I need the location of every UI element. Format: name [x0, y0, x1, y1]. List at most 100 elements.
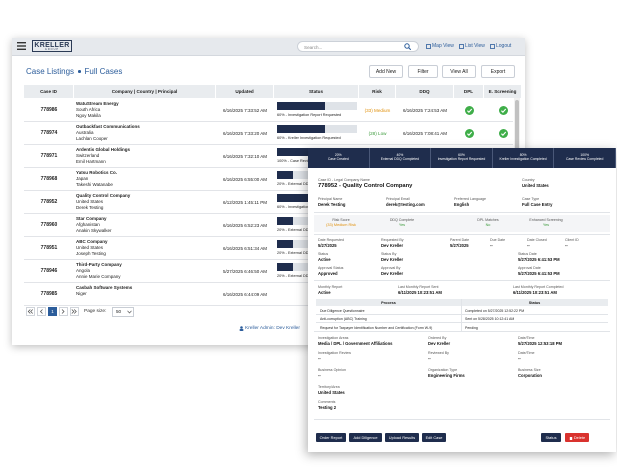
- step-percent: 80%: [519, 153, 527, 157]
- field-value: Full Case Entry: [522, 202, 553, 207]
- field-value: Engineering Firms: [428, 373, 465, 378]
- field-value: United States: [318, 390, 345, 395]
- toolbar-button[interactable]: Filter: [408, 65, 438, 78]
- detail-field: Date Requested 5/27/2025: [318, 238, 344, 248]
- search-placeholder: Search...: [304, 44, 323, 50]
- detail-field: Status By Dev Kreller: [381, 252, 403, 262]
- field-label: Principal Name: [318, 197, 343, 201]
- page-button[interactable]: [70, 307, 79, 316]
- field-value: 5/27/2025 6:41:53 PM: [518, 271, 560, 276]
- company-principal: Lachlan Cooper: [76, 136, 108, 141]
- toolbar-button[interactable]: Export: [481, 65, 515, 78]
- divider: [314, 212, 610, 213]
- indicator-band: [314, 215, 610, 232]
- action-button[interactable]: Delete: [565, 433, 589, 442]
- action-button[interactable]: Upload Results: [385, 433, 419, 442]
- updated: 6/16/2025 7:32:10 AM: [222, 153, 268, 159]
- company-name: Outbackfast Communications: [76, 124, 140, 129]
- column-header[interactable]: Risk: [359, 85, 396, 98]
- page-button[interactable]: [59, 307, 68, 316]
- progress-fill: [277, 240, 293, 248]
- detail-field: Principal Email derek@testing.com: [386, 197, 425, 207]
- field-value: Approved: [318, 271, 338, 276]
- table-row[interactable]: 778985 Casbah Software Systems Niger 6/16/2…: [24, 283, 513, 306]
- detail-field: Last Monthly Report Sent 6/11/2025 10:23:…: [398, 285, 442, 295]
- nav-icon-part: [459, 43, 464, 49]
- column-header[interactable]: Updated: [216, 85, 274, 98]
- field-value: Media / DPL / Government Affiliations: [318, 341, 393, 346]
- search-input[interactable]: Search...: [297, 41, 419, 52]
- page-size-select[interactable]: 50: [112, 306, 134, 317]
- field-value: --: [518, 356, 521, 361]
- process-cell: Pending: [465, 325, 478, 330]
- check-icon: [464, 129, 474, 138]
- field-value: English: [454, 202, 470, 207]
- company-cell: Outbackfast Communications Australia Lachl…: [76, 124, 214, 142]
- field-value: 5/27/2025: [450, 243, 469, 248]
- nav-link[interactable]: Map View: [432, 43, 454, 49]
- field-label: Territory/Area: [318, 385, 340, 389]
- field-value: 778952 - Quality Control Company: [318, 183, 413, 189]
- toolbar-button[interactable]: View All: [442, 65, 476, 78]
- case-id: 778946: [40, 268, 58, 274]
- field-label: Date/Time: [518, 336, 535, 340]
- nav-link[interactable]: Logout: [496, 43, 512, 49]
- company-country: Japan: [76, 176, 89, 181]
- detail-field: Investigation Areas Media / DPL / Governm…: [318, 336, 392, 346]
- field-label: Case Type: [522, 197, 540, 201]
- action-button[interactable]: Add Diligence: [349, 433, 382, 442]
- field-label: Last Monthly Report Completed: [513, 285, 564, 289]
- company-cell: WatuStream Energy South Africa Ngoy Makila: [76, 101, 214, 119]
- column-header[interactable]: DDQ: [396, 85, 454, 98]
- chevron-icon: [27, 309, 33, 314]
- page-button[interactable]: [26, 307, 35, 316]
- progress-fill: [277, 171, 293, 179]
- footer-text: Kreller Admin: Dev Kreller: [245, 325, 300, 331]
- column-header[interactable]: Case ID: [24, 85, 74, 98]
- detail-field: Due Date --: [490, 238, 505, 248]
- field-label: Organization Type: [428, 368, 458, 372]
- action-button[interactable]: Order Report: [316, 433, 346, 442]
- case-id: 778952: [40, 199, 58, 205]
- table-row[interactable]: 778974 Outbackfast Communications Australi…: [24, 122, 513, 145]
- action-button[interactable]: Status: [541, 433, 561, 442]
- column-header[interactable]: Company | Country | Principal: [74, 85, 216, 98]
- field-label: Reviewed By: [428, 351, 449, 355]
- company-cell: Yatsu Robotics Co. Japan Takeshi Watanabe: [76, 170, 214, 188]
- process-table: Process Status Due Diligence Questionnaire…: [316, 299, 608, 332]
- detail-field: Business Opinion --: [318, 368, 346, 378]
- field-label: Client ID: [565, 238, 579, 242]
- page-current[interactable]: 1: [48, 307, 57, 316]
- column-header[interactable]: DPL: [454, 85, 484, 98]
- page-button[interactable]: [37, 307, 46, 316]
- page-size-value: 50: [116, 309, 122, 315]
- field-label: Status Date: [518, 252, 537, 256]
- toolbar-button[interactable]: Add New: [369, 65, 403, 78]
- status-text: 20% - External DDQ Completed: [277, 274, 331, 278]
- detail-field: Comments Testing 2: [318, 400, 336, 410]
- indicator-label: DPL Matches: [477, 218, 499, 222]
- user-icon: [239, 326, 244, 331]
- step: 20% Case Created: [308, 148, 370, 168]
- chevron-icon-part: [30, 309, 33, 314]
- nav-link[interactable]: List View: [465, 43, 485, 49]
- field-value: Active: [318, 257, 331, 262]
- detail-field: Last Monthly Report Completed 6/11/2025 1…: [513, 285, 564, 295]
- column-header[interactable]: Status: [274, 85, 359, 98]
- detail-field: Status Active: [318, 252, 331, 262]
- step: 60% Investigation Report Requested: [431, 148, 493, 168]
- progress-fill: [277, 263, 293, 271]
- table-row[interactable]: 778986 WatuStream Energy South Africa Ngoy …: [24, 99, 513, 122]
- action-button[interactable]: Edit Case: [422, 433, 446, 442]
- detail-field: Organization Type Engineering Firms: [428, 368, 465, 378]
- company-name: Casbah Software Systems: [76, 285, 133, 290]
- column-header[interactable]: E. Screening: [484, 85, 522, 98]
- field-label: Approval Date: [518, 266, 541, 270]
- updated: 5/27/2025 6:46:50 AM: [222, 268, 268, 274]
- step-percent: 60%: [458, 153, 465, 157]
- detail-field: Parent Date 5/27/2025: [450, 238, 469, 248]
- field-label: Principal Email: [386, 197, 410, 201]
- progress-track: [277, 102, 357, 110]
- detail-field: Approval Status Approved: [318, 266, 343, 276]
